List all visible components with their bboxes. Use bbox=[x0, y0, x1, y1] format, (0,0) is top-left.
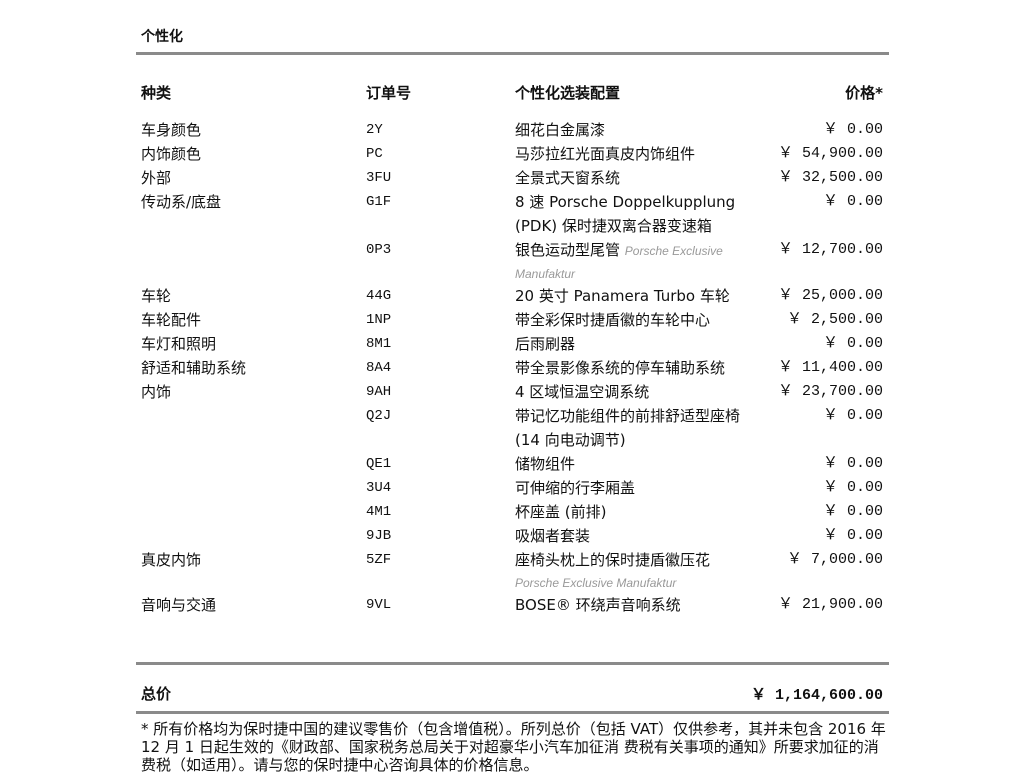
order-code: 9VL bbox=[366, 597, 392, 613]
table-row: 9JB 吸烟者套装 ￥ 0.00 bbox=[136, 524, 889, 548]
category: 内饰颜色 bbox=[141, 145, 202, 163]
price: ￥ 21,900.00 bbox=[777, 596, 883, 613]
config: 细花白金属漆 bbox=[515, 121, 606, 139]
divider bbox=[136, 52, 889, 55]
order-code: 3U4 bbox=[366, 480, 392, 496]
category: 内饰 bbox=[141, 383, 172, 401]
price: ￥ 0.00 bbox=[822, 479, 883, 496]
options-table: 车身颜色 2Y 细花白金属漆 ￥ 0.00 内饰颜色 PC 马莎拉红光面真皮内饰组件 ￥ 54… bbox=[136, 118, 889, 617]
order-code: PC bbox=[366, 146, 383, 162]
divider bbox=[136, 662, 889, 665]
table-row: 音响与交通 9VL BOSE® 环绕声音响系统 ￥ 21,900.00 bbox=[136, 593, 889, 617]
order-code: 1NP bbox=[366, 312, 392, 328]
order-code: 44G bbox=[366, 288, 392, 304]
divider bbox=[136, 711, 889, 714]
category: 舒适和辅助系统 bbox=[141, 359, 247, 377]
price: ￥ 54,900.00 bbox=[777, 145, 883, 162]
price: ￥ 0.00 bbox=[822, 335, 883, 352]
category: 音响与交通 bbox=[141, 596, 217, 614]
order-code: G1F bbox=[366, 194, 392, 210]
config: 20 英寸 Panamera Turbo 车轮 bbox=[515, 287, 730, 305]
total-value: ￥ 1,164,600.00 bbox=[750, 687, 883, 704]
config: 带记忆功能组件的前排舒适型座椅 (14 向电动调节) bbox=[515, 407, 741, 449]
price: ￥ 0.00 bbox=[822, 407, 883, 424]
price: ￥ 0.00 bbox=[822, 503, 883, 520]
order-code: Q2J bbox=[366, 408, 392, 424]
config: 吸烟者套装 bbox=[515, 527, 591, 545]
price: ￥ 11,400.00 bbox=[777, 359, 883, 376]
config: 4 区域恒温空调系统 bbox=[515, 383, 650, 401]
order-code: 8M1 bbox=[366, 336, 392, 352]
price: ￥ 12,700.00 bbox=[777, 241, 883, 258]
price: ￥ 0.00 bbox=[822, 193, 883, 210]
table-row: 3U4 可伸缩的行李厢盖 ￥ 0.00 bbox=[136, 476, 889, 500]
table-row: 外部 3FU 全景式天窗系统 ￥ 32,500.00 bbox=[136, 166, 889, 190]
config: 后雨刷器 bbox=[515, 335, 576, 353]
price: ￥ 25,000.00 bbox=[777, 287, 883, 304]
price: ￥ 0.00 bbox=[822, 121, 883, 138]
order-code: QE1 bbox=[366, 456, 392, 472]
config: 杯座盖 (前排) bbox=[515, 503, 607, 521]
config: 储物组件 bbox=[515, 455, 576, 473]
exclusive-note: Porsche Exclusive Manufaktur bbox=[515, 576, 677, 590]
table-row: 车轮 44G 20 英寸 Panamera Turbo 车轮 ￥ 25,000.00 bbox=[136, 284, 889, 308]
order-code: 5ZF bbox=[366, 552, 392, 568]
order-code: 8A4 bbox=[366, 360, 392, 376]
footnote: * 所有价格均为保时捷中国的建议零售价（包含增值税）。所列总价（包括 VAT）仅… bbox=[141, 720, 886, 774]
table-row: 内饰 9AH 4 区域恒温空调系统 ￥ 23,700.00 bbox=[136, 380, 889, 404]
table-row: 车轮配件 1NP 带全彩保时捷盾徽的车轮中心 ￥ 2,500.00 bbox=[136, 308, 889, 332]
header-code: 订单号 bbox=[366, 84, 412, 102]
order-code: 4M1 bbox=[366, 504, 392, 520]
price: ￥ 2,500.00 bbox=[786, 311, 883, 328]
price: ￥ 0.00 bbox=[822, 527, 883, 544]
order-code: 0P3 bbox=[366, 242, 392, 258]
category: 外部 bbox=[141, 169, 172, 187]
category: 车轮配件 bbox=[141, 311, 202, 329]
exclusive-note: Porsche Exclusive bbox=[624, 244, 723, 258]
table-row: 真皮内饰 5ZF 座椅头枕上的保时捷盾徽压花 Porsche Exclusive Ma… bbox=[136, 548, 889, 593]
config: BOSE® 环绕声音响系统 bbox=[515, 596, 681, 614]
category: 真皮内饰 bbox=[141, 551, 202, 569]
price: ￥ 0.00 bbox=[822, 455, 883, 472]
category: 车灯和照明 bbox=[141, 335, 217, 353]
category: 车身颜色 bbox=[141, 121, 202, 139]
table-row: 4M1 杯座盖 (前排) ￥ 0.00 bbox=[136, 500, 889, 524]
table-row: 内饰颜色 PC 马莎拉红光面真皮内饰组件 ￥ 54,900.00 bbox=[136, 142, 889, 166]
price: ￥ 23,700.00 bbox=[777, 383, 883, 400]
table-row: 车灯和照明 8M1 后雨刷器 ￥ 0.00 bbox=[136, 332, 889, 356]
config: 马莎拉红光面真皮内饰组件 bbox=[515, 145, 696, 163]
config: 可伸缩的行李厢盖 bbox=[515, 479, 636, 497]
order-code: 9AH bbox=[366, 384, 392, 400]
category: 车轮 bbox=[141, 287, 172, 305]
order-code: 3FU bbox=[366, 170, 392, 186]
config: 带全彩保时捷盾徽的车轮中心 bbox=[515, 311, 711, 329]
config: 带全景影像系统的停车辅助系统 bbox=[515, 359, 726, 377]
table-row: 舒适和辅助系统 8A4 带全景影像系统的停车辅助系统 ￥ 11,400.00 bbox=[136, 356, 889, 380]
exclusive-note: Manufaktur bbox=[515, 267, 576, 281]
total-label: 总价 bbox=[141, 685, 172, 703]
price: ￥ 7,000.00 bbox=[786, 551, 883, 568]
config: 座椅头枕上的保时捷盾徽压花 bbox=[515, 551, 711, 569]
section-title: 个性化 bbox=[141, 29, 183, 45]
table-row: QE1 储物组件 ￥ 0.00 bbox=[136, 452, 889, 476]
header-config: 个性化选装配置 bbox=[515, 84, 621, 102]
header-price: 价格* bbox=[845, 84, 883, 102]
config: 8 速 Porsche Doppelkupplung (PDK) 保时捷双离合器… bbox=[515, 193, 736, 235]
price: ￥ 32,500.00 bbox=[777, 169, 883, 186]
table-row: 传动系/底盘 G1F 8 速 Porsche Doppelkupplung (PDK… bbox=[136, 190, 889, 238]
order-code: 9JB bbox=[366, 528, 392, 544]
config: 银色运动型尾管 bbox=[515, 241, 621, 259]
table-row: 0P3 银色运动型尾管 Porsche Exclusive Manufaktur ￥ … bbox=[136, 238, 889, 284]
config: 全景式天窗系统 bbox=[515, 169, 621, 187]
header-category: 种类 bbox=[141, 84, 172, 102]
category: 传动系/底盘 bbox=[141, 193, 222, 211]
table-row: Q2J 带记忆功能组件的前排舒适型座椅 (14 向电动调节) ￥ 0.00 bbox=[136, 404, 889, 452]
table-row: 车身颜色 2Y 细花白金属漆 ￥ 0.00 bbox=[136, 118, 889, 142]
order-code: 2Y bbox=[366, 122, 383, 138]
